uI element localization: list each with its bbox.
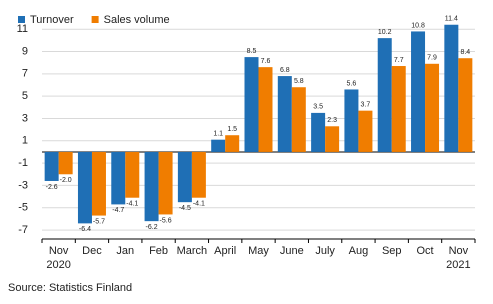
value-label: -4.7 [112,207,124,214]
y-tick-label: -5 [18,202,28,214]
x-tick-label: May [248,245,269,257]
y-tick-label: -7 [18,224,28,236]
source-note: Source: Statistics Finland [8,282,132,294]
bar [211,139,226,152]
x-tick-label: Sep [382,245,402,257]
x-tick-label: Aug [349,245,369,257]
bar [225,135,240,152]
bar [158,151,173,215]
bar [191,151,206,198]
x-tick-label: Nov [49,245,69,257]
value-label: 7.6 [261,58,271,65]
value-label: -5.7 [93,218,105,225]
y-tick-label: 11 [17,23,28,35]
x-tick-label: June [280,245,304,257]
value-label: -5.6 [160,217,172,224]
bar [111,151,126,205]
value-label: 1.5 [227,126,237,133]
x-tick-label: Feb [149,245,168,257]
bar [358,110,373,152]
legend-swatch [91,16,99,23]
value-label: 7.9 [427,55,437,62]
value-label: 2.3 [327,117,337,124]
value-label: -6.2 [146,224,158,231]
bar [425,63,440,152]
bar [444,24,459,152]
value-label: 5.6 [347,80,357,87]
bar [344,89,359,152]
y-tick-label: 1 [22,135,28,147]
value-label: 7.7 [394,57,404,64]
bar [144,151,159,222]
value-label: 11.4 [445,16,458,23]
bar [391,66,406,152]
x-tick-sublabel: 2021 [446,259,470,271]
value-label: -4.1 [193,201,205,208]
value-label: 3.5 [313,104,323,111]
x-tick-label: July [315,245,335,257]
bar [125,151,140,198]
y-tick-label: 5 [22,90,28,102]
value-label: 1.1 [213,131,223,138]
y-tick-label: 3 [22,112,28,124]
value-label: -4.1 [126,201,138,208]
y-tick-label: -1 [18,157,28,169]
y-tick-label: 9 [22,45,28,57]
x-tick-label: Dec [82,245,102,257]
x-tick-label: March [177,245,208,257]
value-label: 3.7 [361,102,371,109]
x-tick-label: Oct [416,245,433,257]
bar [44,151,59,181]
bar [311,112,326,152]
bar [77,151,92,224]
legend-label: Turnover [30,14,74,26]
bar [258,67,273,152]
bar [177,151,192,203]
x-tick-sublabel: 2020 [46,259,70,271]
value-label: 8.4 [460,49,470,56]
bar [291,87,306,152]
value-label: -4.5 [179,205,191,212]
x-tick-label: Nov [449,245,469,257]
value-label: 5.8 [294,78,304,85]
bar [244,57,259,152]
value-label: 8.5 [247,48,257,55]
y-tick-label: -3 [18,179,28,191]
bar [411,31,426,152]
value-label: 6.8 [280,67,290,74]
value-label: -6.4 [79,226,91,233]
value-label: 10.2 [378,29,392,36]
value-label: 10.8 [411,22,425,29]
x-tick-label: April [214,245,236,257]
legend-swatch [18,16,25,23]
bar [377,38,392,152]
bar [91,151,106,216]
legend-label: Sales volume [104,14,170,26]
value-label: -2.0 [60,177,72,184]
bar [458,58,473,152]
bar [277,76,292,152]
bar [325,126,340,152]
value-label: -2.6 [46,184,58,191]
bar [58,151,73,175]
x-tick-label: Jan [116,245,134,257]
y-tick-label: 7 [22,68,28,80]
